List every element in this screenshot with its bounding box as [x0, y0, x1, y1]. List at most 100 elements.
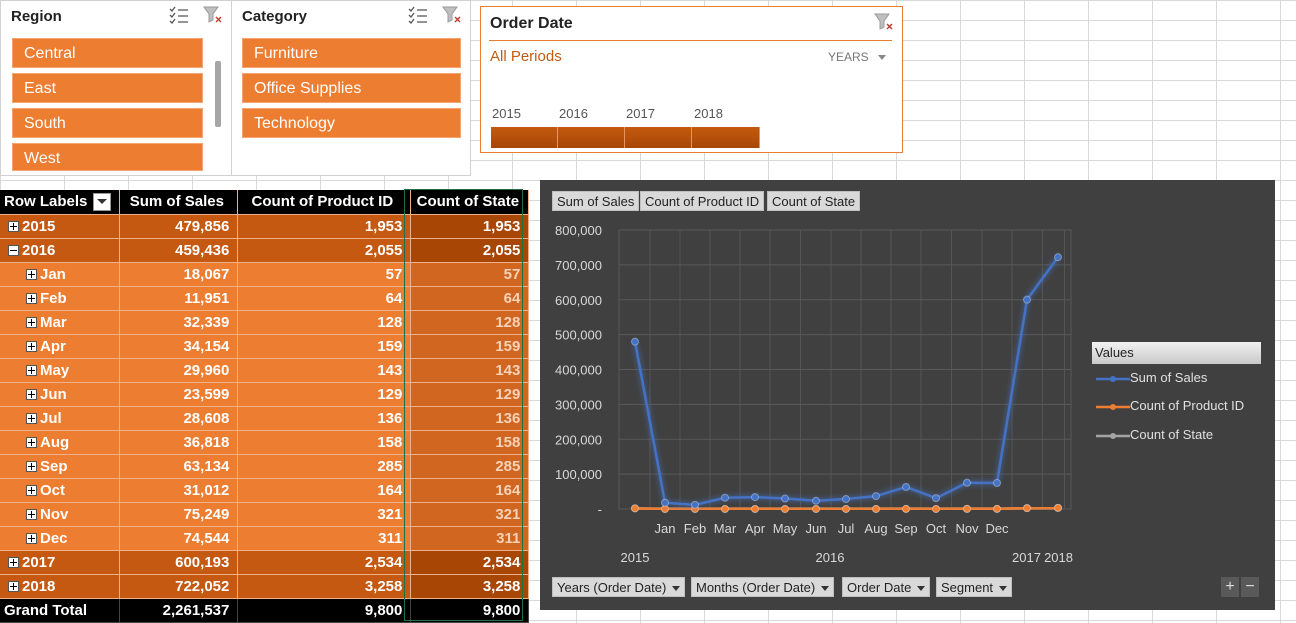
- row-label: Feb: [40, 289, 67, 307]
- expand-icon[interactable]: [26, 533, 37, 545]
- multi-select-icon[interactable]: [408, 6, 428, 24]
- row-label: 2015: [22, 217, 56, 235]
- row-labels-header[interactable]: Row Labels: [0, 190, 121, 215]
- data-point: [932, 494, 940, 503]
- collapse-field-button[interactable]: −: [1241, 577, 1259, 597]
- expand-icon[interactable]: [26, 413, 37, 425]
- legend-item-sum-of-sales[interactable]: Sum of Sales: [1096, 370, 1207, 385]
- pivot-month-row[interactable]: Oct 31,012 164 164: [0, 478, 530, 503]
- count-product-id-header[interactable]: Count of Product ID: [237, 190, 412, 215]
- axis-button-months[interactable]: Months (Order Date): [691, 577, 835, 597]
- timeline-level-dropdown[interactable]: YEARS: [828, 50, 886, 64]
- expand-icon[interactable]: [26, 365, 37, 377]
- collapse-icon[interactable]: [8, 245, 19, 257]
- row-label-cell: Aug: [0, 430, 121, 455]
- timeline-bar-2017[interactable]: [625, 127, 692, 148]
- sales-cell: 479,856: [119, 214, 239, 239]
- category-slicer: Category Furniture Office Supplies Techn…: [231, 0, 471, 176]
- state-count-cell: 311: [410, 526, 530, 551]
- value-button-count-state[interactable]: Count of State: [767, 191, 861, 211]
- pivot-month-row[interactable]: Nov 75,249 321 321: [0, 502, 530, 527]
- clear-filter-icon[interactable]: [203, 6, 223, 24]
- timeline-bar-2016[interactable]: [558, 127, 625, 148]
- expand-icon[interactable]: [26, 461, 37, 473]
- multi-select-icon[interactable]: [169, 6, 189, 24]
- state-count-cell: 2,534: [410, 550, 530, 575]
- expand-icon[interactable]: [26, 341, 37, 353]
- legend-item-count-product-id[interactable]: Count of Product ID: [1096, 398, 1244, 413]
- x-tick-label: Jul: [838, 521, 855, 536]
- pivot-month-row[interactable]: Feb 11,951 64 64: [0, 286, 530, 311]
- sum-of-sales-header[interactable]: Sum of Sales: [119, 190, 239, 215]
- row-label-cell: 2015: [0, 214, 121, 239]
- region-item-east[interactable]: East: [12, 73, 203, 103]
- data-point: [932, 504, 940, 513]
- data-point: [963, 504, 971, 513]
- pivot-month-row[interactable]: Aug 36,818 158 158: [0, 430, 530, 455]
- pivot-month-row[interactable]: Jun 23,599 129 129: [0, 382, 530, 407]
- pivot-chart[interactable]: Sum of Sales Count of Product ID Count o…: [540, 180, 1275, 610]
- pivot-month-row[interactable]: Jan 18,067 57 57: [0, 262, 530, 287]
- row-label: Jun: [40, 385, 67, 403]
- legend-item-count-state[interactable]: Count of State: [1096, 427, 1213, 442]
- category-item-office-supplies[interactable]: Office Supplies: [242, 73, 461, 103]
- pivot-table: Row Labels Sum of Sales Count of Product…: [0, 190, 530, 623]
- grand-total-row[interactable]: Grand Total 2,261,537 9,800 9,800: [0, 598, 530, 623]
- pivot-month-row[interactable]: Dec 74,544 311 311: [0, 526, 530, 551]
- legend-label: Count of State: [1130, 427, 1214, 442]
- timeline-divider: [489, 40, 892, 41]
- expand-icon[interactable]: [26, 269, 37, 281]
- product-count-cell: 136: [237, 406, 412, 431]
- x-tick-label: Jun: [806, 521, 827, 536]
- row-label-cell: May: [0, 358, 121, 383]
- expand-icon[interactable]: [26, 389, 37, 401]
- x-tick-label: Jan: [655, 521, 676, 536]
- row-label-cell: 2017: [0, 550, 121, 575]
- expand-icon[interactable]: [8, 581, 19, 593]
- value-button-sum-of-sales[interactable]: Sum of Sales: [552, 191, 640, 211]
- count-state-header[interactable]: Count of State: [410, 190, 530, 215]
- region-scrollbar[interactable]: [215, 61, 221, 127]
- pivot-month-row[interactable]: Mar 32,339 128 128: [0, 310, 530, 335]
- axis-button-months-label: Months (Order Date): [696, 580, 816, 595]
- pivot-year-row[interactable]: 2018 722,052 3,258 3,258: [0, 574, 530, 599]
- row-label-cell: Jul: [0, 406, 121, 431]
- pivot-year-row[interactable]: 2015 479,856 1,953 1,953: [0, 214, 530, 239]
- axis-button-years[interactable]: Years (Order Date): [552, 577, 686, 597]
- expand-icon[interactable]: [26, 509, 37, 521]
- axis-button-order-date[interactable]: Order Date: [842, 577, 931, 597]
- row-label-cell: 2018: [0, 574, 121, 599]
- pivot-year-row[interactable]: 2017 600,193 2,534 2,534: [0, 550, 530, 575]
- row-label-cell: Nov: [0, 502, 121, 527]
- timeline-bar-2015[interactable]: [491, 127, 558, 148]
- expand-icon[interactable]: [26, 485, 37, 497]
- x-tick-label: Mar: [714, 521, 737, 536]
- category-item-furniture[interactable]: Furniture: [242, 38, 461, 68]
- pivot-month-row[interactable]: Sep 63,134 285 285: [0, 454, 530, 479]
- product-count-cell: 57: [237, 262, 412, 287]
- row-labels-filter-button[interactable]: [93, 192, 112, 211]
- expand-icon[interactable]: [8, 557, 19, 569]
- region-item-central[interactable]: Central: [12, 38, 203, 68]
- state-count-cell: 143: [410, 358, 530, 383]
- category-item-technology[interactable]: Technology: [242, 108, 461, 138]
- region-item-south[interactable]: South: [12, 108, 203, 138]
- expand-field-button[interactable]: +: [1221, 577, 1239, 597]
- axis-button-segment[interactable]: Segment: [936, 577, 1013, 597]
- region-item-west[interactable]: West: [12, 143, 203, 171]
- timeline-bar-2018[interactable]: [692, 127, 760, 148]
- chevron-down-icon: [821, 586, 830, 592]
- pivot-month-row[interactable]: Jul 28,608 136 136: [0, 406, 530, 431]
- expand-icon[interactable]: [26, 437, 37, 449]
- clear-filter-icon[interactable]: [442, 6, 462, 24]
- clear-filter-icon[interactable]: [874, 13, 894, 31]
- pivot-month-row[interactable]: May 29,960 143 143: [0, 358, 530, 383]
- pivot-month-row[interactable]: Apr 34,154 159 159: [0, 334, 530, 359]
- state-count-cell: 64: [410, 286, 530, 311]
- row-label: 2017: [22, 553, 56, 571]
- expand-icon[interactable]: [26, 293, 37, 305]
- value-button-count-product-id[interactable]: Count of Product ID: [640, 191, 765, 211]
- expand-icon[interactable]: [8, 221, 19, 233]
- pivot-year-row[interactable]: 2016 459,436 2,055 2,055: [0, 238, 530, 263]
- expand-icon[interactable]: [26, 317, 37, 329]
